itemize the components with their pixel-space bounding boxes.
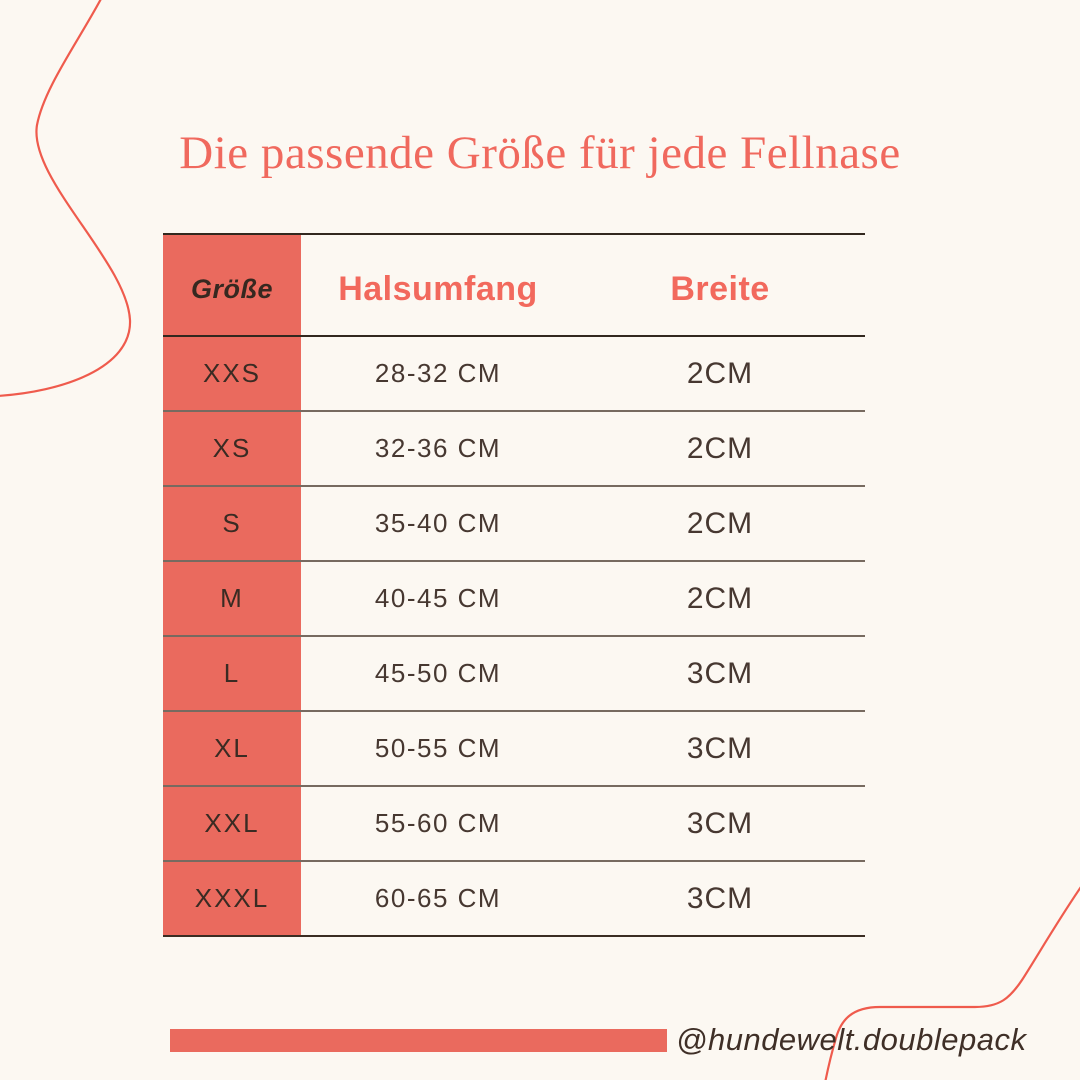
header-size: Größe [163,235,301,335]
size-label: XXS [163,337,301,410]
table-row: XXS 28-32 CM 2CM [163,337,865,412]
width-value: 2CM [686,581,754,615]
width-value: 2CM [686,431,754,465]
social-handle: @hundewelt.doublepack [676,1022,1027,1057]
width-value: 3CM [686,731,754,765]
neck-value: 45-50 CM [374,658,502,688]
size-label: M [163,562,301,635]
table-header-row: Größe Halsumfang Breite [163,233,865,337]
table-row: XS 32-36 CM 2CM [163,412,865,487]
neck-value: 35-40 CM [374,508,502,538]
size-chart-table: Größe Halsumfang Breite XXS 28-32 CM 2CM… [163,233,865,937]
page-title: Die passende Größe für jede Fellnase [179,127,901,179]
neck-value: 60-65 CM [374,883,502,913]
size-label: XXL [163,787,301,860]
width-value: 3CM [686,881,754,915]
table-row: S 35-40 CM 2CM [163,487,865,562]
footer-accent-bar [170,1029,667,1052]
neck-value: 40-45 CM [374,583,502,613]
header-neck-circumference: Halsumfang [338,269,538,308]
size-label: S [163,487,301,560]
neck-value: 28-32 CM [374,358,502,388]
width-value: 3CM [686,806,754,840]
neck-value: 32-36 CM [374,433,502,463]
size-label: XXXL [163,862,301,935]
neck-value: 55-60 CM [374,808,502,838]
table-row: XL 50-55 CM 3CM [163,712,865,787]
header-width: Breite [670,269,770,308]
width-value: 2CM [686,506,754,540]
size-label: XS [163,412,301,485]
top-left-curve-line [0,0,132,397]
table-row: XXXL 60-65 CM 3CM [163,862,865,937]
table-row: XXL 55-60 CM 3CM [163,787,865,862]
table-row: L 45-50 CM 3CM [163,637,865,712]
width-value: 2CM [686,356,754,390]
size-label: XL [163,712,301,785]
table-row: M 40-45 CM 2CM [163,562,865,637]
neck-value: 50-55 CM [374,733,502,763]
size-label: L [163,637,301,710]
width-value: 3CM [686,656,754,690]
